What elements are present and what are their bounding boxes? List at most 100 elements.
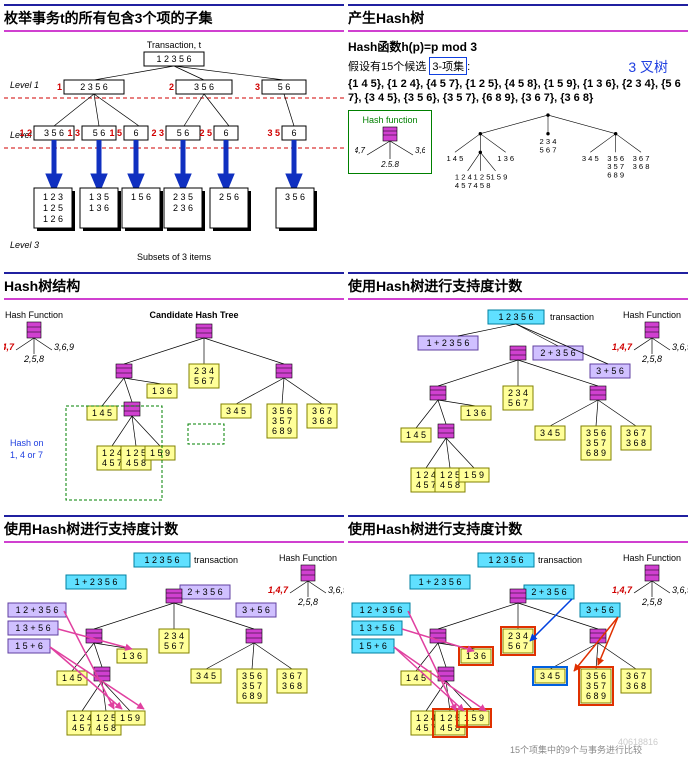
svg-text:1 3 6: 1 3 6 — [89, 203, 109, 213]
svg-text:1 3 6: 1 3 6 — [152, 386, 172, 396]
svg-text:3 + 5 6: 3 + 5 6 — [586, 605, 614, 615]
panel-title: 枚举事务t的所有包含3个项的子集 — [4, 8, 344, 28]
hash-tree-svg: Hash Function1,4,73,6,92,5,8 Candidate H… — [4, 306, 344, 506]
svg-text:4 5 7: 4 5 7 — [455, 180, 472, 189]
svg-text:2 3: 2 3 — [151, 128, 164, 138]
subsets-label: Subsets of 3 items — [137, 252, 212, 262]
svg-text:1 5 9: 1 5 9 — [490, 172, 507, 181]
svg-text:6 8 9: 6 8 9 — [607, 170, 624, 179]
blue-arrows — [49, 140, 299, 188]
svg-text:1 5 9: 1 5 9 — [150, 448, 170, 458]
svg-text:1 3 6: 1 3 6 — [466, 408, 486, 418]
svg-text:1 2 4: 1 2 4 — [72, 713, 92, 723]
svg-text:1 5 + 6: 1 5 + 6 — [359, 641, 387, 651]
panel-hash-tree-structure: Hash树结构 Hash Function1,4,73,6,92,5,8 Can… — [4, 272, 344, 511]
svg-text:3,6,9: 3,6,9 — [672, 585, 688, 595]
svg-text:1 2 3 5 6: 1 2 3 5 6 — [488, 555, 523, 565]
svg-text:1,4,7: 1,4,7 — [4, 342, 15, 352]
svg-text:1 2 + 3 5 6: 1 2 + 3 5 6 — [360, 605, 403, 615]
svg-text:2 3 6: 2 3 6 — [173, 203, 193, 213]
svg-text:2,5,8: 2,5,8 — [641, 354, 662, 364]
hash-tree-svg: Hash Function1,4,73,6,92,5,8 1 2 3 5 6 t… — [4, 549, 344, 749]
root-label: Transaction, t — [147, 40, 202, 50]
svg-text:1 3 5: 1 3 5 — [89, 192, 109, 202]
svg-text:1 2 4: 1 2 4 — [102, 448, 122, 458]
panel-title: 产生Hash树 — [348, 8, 688, 28]
svg-text:3,6,9: 3,6,9 — [328, 585, 344, 595]
panel-support-count-3: 使用Hash树进行支持度计数 Hash Function1,4,73,6,92,… — [348, 515, 688, 764]
svg-text:4 5 8: 4 5 8 — [96, 723, 116, 733]
svg-text:4 5 8: 4 5 8 — [440, 480, 460, 490]
svg-text:transaction: transaction — [538, 555, 582, 565]
panel-grid: 枚举事务t的所有包含3个项的子集 Transaction, t 1 2 3 5 … — [4, 4, 688, 764]
svg-text:2,5,8: 2,5,8 — [23, 354, 44, 364]
svg-text:3 5 7: 3 5 7 — [586, 681, 606, 691]
svg-text:3 5 6: 3 5 6 — [44, 128, 64, 138]
svg-text:Hash Function: Hash Function — [623, 553, 681, 563]
svg-text:3 6 8: 3 6 8 — [633, 162, 650, 171]
svg-text:1: 1 — [57, 82, 62, 92]
svg-text:3 4 5: 3 4 5 — [226, 406, 246, 416]
svg-text:4 5 7: 4 5 7 — [416, 480, 436, 490]
svg-text:2 3 5: 2 3 5 — [173, 192, 193, 202]
svg-text:Hash Function: Hash Function — [279, 553, 337, 563]
transaction-box: 1 2 3 5 6 — [498, 312, 533, 322]
svg-text:3 6 7: 3 6 7 — [282, 671, 302, 681]
hash-tree-svg: Hash Function1,4,73,6,92,5,8 1 2 3 5 6 t… — [348, 306, 688, 506]
svg-text:1 2: 1 2 — [19, 128, 32, 138]
svg-text:2 + 3 5 6: 2 + 3 5 6 — [187, 587, 222, 597]
svg-text:1 3 6: 1 3 6 — [122, 651, 142, 661]
panel-title: 使用Hash树进行支持度计数 — [4, 519, 344, 539]
level-1-label: Level 1 — [10, 80, 39, 90]
svg-text:3 6 8: 3 6 8 — [626, 681, 646, 691]
svg-text:1,4,7: 1,4,7 — [612, 585, 633, 595]
hash-function-box: Hash function 1,4,7 3,6,9 2,5,8 — [348, 110, 432, 174]
svg-text:1 + 2 3 5 6: 1 + 2 3 5 6 — [419, 577, 462, 587]
svg-text:3 5 6: 3 5 6 — [242, 671, 262, 681]
svg-text:2,5,8: 2,5,8 — [380, 160, 399, 167]
svg-text:3,6,9: 3,6,9 — [415, 146, 425, 155]
hash-fn-text: Hash函数h(p)=p mod 3 — [348, 38, 688, 55]
svg-text:5 6 7: 5 6 7 — [540, 145, 557, 154]
svg-text:2,5,8: 2,5,8 — [297, 597, 318, 607]
svg-text:2 3 4: 2 3 4 — [164, 631, 184, 641]
svg-text:3 6 7: 3 6 7 — [626, 428, 646, 438]
svg-text:3 5 6: 3 5 6 — [285, 192, 305, 202]
svg-text:1 3 + 5 6: 1 3 + 5 6 — [15, 623, 50, 633]
svg-text:1 2 5: 1 2 5 — [43, 203, 63, 213]
svg-text:3 6 7: 3 6 7 — [312, 406, 332, 416]
svg-text:4 5 7: 4 5 7 — [102, 458, 122, 468]
svg-text:3 5 6: 3 5 6 — [194, 82, 214, 92]
svg-text:5 6: 5 6 — [278, 82, 291, 92]
svg-text:1 3 + 5 6: 1 3 + 5 6 — [359, 623, 394, 633]
svg-text:6: 6 — [223, 128, 228, 138]
svg-text:5 6: 5 6 — [177, 128, 190, 138]
boxed-3itemset: 3-项集 — [429, 57, 467, 75]
svg-text:6 8 9: 6 8 9 — [586, 448, 606, 458]
svg-text:3 4 5: 3 4 5 — [196, 671, 216, 681]
hash-tree-svg: Hash Function 1,4,7 3,6,9 2,5,8 1 2 3 5 6 t… — [348, 549, 688, 759]
svg-text:3 5 7: 3 5 7 — [242, 681, 262, 691]
svg-text:1 2 5: 1 2 5 — [96, 713, 116, 723]
svg-text:1 4 5: 1 4 5 — [92, 408, 112, 418]
svg-text:1 5 + 6: 1 5 + 6 — [15, 641, 43, 651]
svg-text:2 + 3 5 6: 2 + 3 5 6 — [531, 587, 566, 597]
svg-text:3 + 5 6: 3 + 5 6 — [596, 366, 624, 376]
svg-text:2,5,8: 2,5,8 — [641, 597, 662, 607]
subset-tree-diagram: Transaction, t 1 2 3 5 6 Level 1 Level 2… — [4, 38, 344, 263]
svg-text:1 5 6: 1 5 6 — [131, 192, 151, 202]
svg-text:2 5 6: 2 5 6 — [219, 192, 239, 202]
svg-text:3 5 6: 3 5 6 — [272, 406, 292, 416]
svg-text:1 2 3: 1 2 3 — [43, 192, 63, 202]
svg-text:1 + 2 3 5 6: 1 + 2 3 5 6 — [427, 338, 470, 348]
svg-text:3 4 5: 3 4 5 — [540, 428, 560, 438]
svg-text:2 3 4: 2 3 4 — [508, 388, 528, 398]
svg-text:3: 3 — [255, 82, 260, 92]
svg-text:1 4 5: 1 4 5 — [446, 153, 463, 162]
svg-text:3 5 6: 3 5 6 — [586, 671, 606, 681]
candidate-tree-title: Candidate Hash Tree — [149, 310, 238, 320]
assume-text: 假设有15个候选 — [348, 61, 426, 73]
svg-text:1 2 5: 1 2 5 — [440, 470, 460, 480]
svg-text:2 3 4: 2 3 4 — [194, 366, 214, 376]
svg-text:6 8 9: 6 8 9 — [586, 691, 606, 701]
